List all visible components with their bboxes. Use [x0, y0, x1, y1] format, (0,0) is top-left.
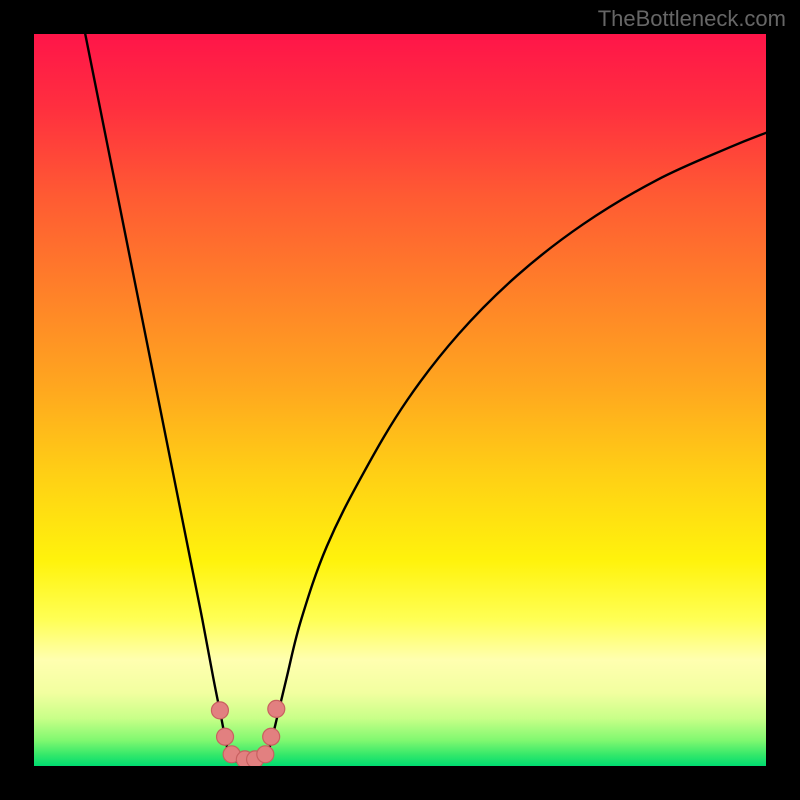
- plot-area: [34, 34, 766, 766]
- bottleneck-curve: [85, 34, 766, 762]
- data-marker: [263, 728, 280, 745]
- data-marker: [217, 728, 234, 745]
- watermark-text: TheBottleneck.com: [598, 6, 786, 32]
- data-marker: [257, 746, 274, 763]
- chart-container: TheBottleneck.com: [0, 0, 800, 800]
- data-marker: [211, 702, 228, 719]
- data-marker: [268, 700, 285, 717]
- curve-layer: [34, 34, 766, 766]
